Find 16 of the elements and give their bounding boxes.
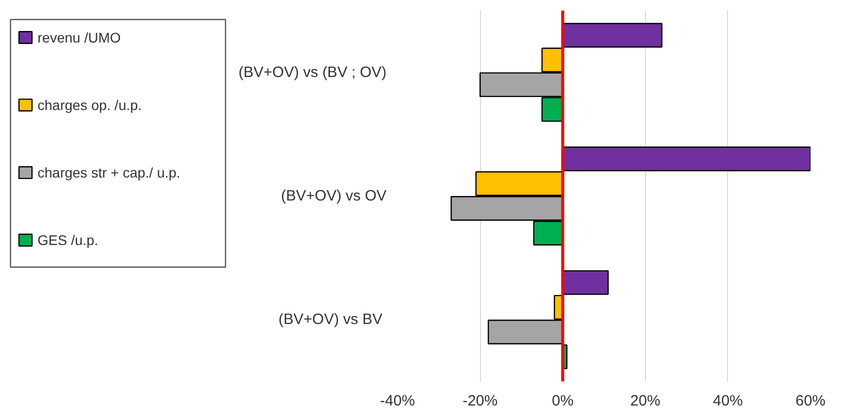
y-tick-label: (BV+OV) vs OV <box>281 188 387 204</box>
y-tick-label: (BV+OV) vs BV <box>278 311 382 328</box>
legend-label: charges str + cap./ u.p. <box>38 164 180 181</box>
x-tick-label: -20% <box>462 392 498 410</box>
y-tick-label: (BV+OV) vs (BV ; OV) <box>238 64 387 81</box>
legend-label: GES /u.p. <box>38 232 98 248</box>
x-tick-label: -40% <box>380 392 416 410</box>
bar <box>562 270 609 295</box>
bar <box>562 22 662 48</box>
x-tick-label: 20% <box>630 392 660 410</box>
bar <box>562 146 810 172</box>
x-tick-label: 40% <box>712 392 743 410</box>
legend-label: revenu /UMO <box>38 30 121 46</box>
legend-label: charges op. /u.p. <box>38 97 142 114</box>
x-tick-label: 60% <box>795 392 826 410</box>
x-tick-label: 0% <box>552 392 574 410</box>
